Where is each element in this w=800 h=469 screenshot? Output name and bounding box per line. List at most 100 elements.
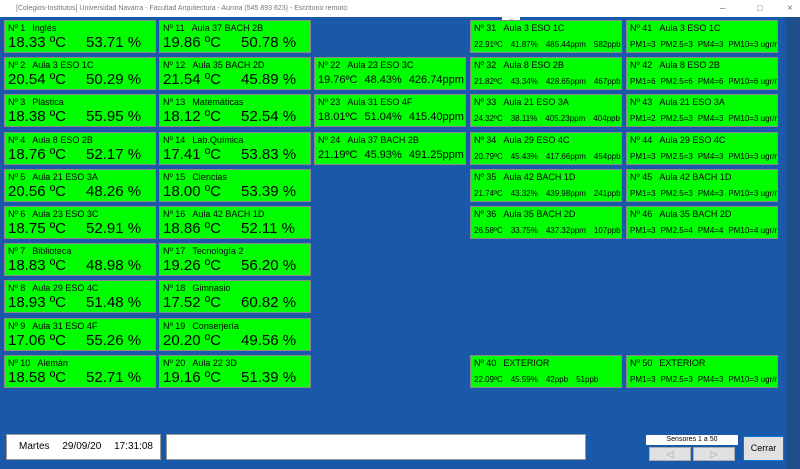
- reading: PM1=2: [630, 114, 656, 124]
- reading: 18.76 ºC: [8, 145, 67, 163]
- sensor-id: Nº 46: [630, 209, 653, 219]
- reading: 17.06 ºC: [8, 331, 67, 349]
- reading: PM4=3: [697, 374, 724, 384]
- readings: 18.33 ºC 53.71 %: [8, 34, 141, 51]
- tile-header: Nº 13 Matemáticas: [163, 97, 250, 107]
- reading: PM4=3: [697, 40, 724, 49]
- sensor-id: Nº 43: [630, 97, 653, 108]
- readings: 18.38 ºC 55.95 %: [8, 108, 141, 125]
- readings: 21.54 ºC 45.89 %: [163, 71, 296, 88]
- sensor-tile: Nº 7 Biblioteca 18.83 ºC 48.98 %: [4, 243, 156, 277]
- time: 17:31:08: [114, 441, 153, 452]
- tile-header: Nº 11 Aula 37 BACH 2B: [163, 23, 270, 33]
- reading: 56.20 %: [241, 257, 297, 275]
- sensor-id: Nº 50: [630, 357, 653, 368]
- reading: 582ppb: [593, 40, 621, 49]
- readings: 22.91ºC 41.87% 485.44ppm 582ppb: [474, 40, 621, 49]
- tile-header: Nº 34 Aula 29 ESO 4C: [474, 135, 576, 145]
- reading: 48.43%: [364, 74, 402, 87]
- readings: 20.54 ºC 50.29 %: [8, 71, 141, 88]
- reading: PM1=3: [630, 226, 656, 235]
- sensor-id: Nº 13: [163, 97, 186, 108]
- reading: 60.82 %: [241, 294, 297, 312]
- sensor-tile: Nº 45 Aula 42 BACH 1D PM1=3 PM2.5=3 PM4=3 PM1…: [626, 168, 778, 202]
- reading: PM10=3 ugr/m3: [728, 114, 777, 124]
- readings: 18.58 ºC 52.71 %: [8, 369, 141, 386]
- reading: 404ppb: [593, 114, 620, 124]
- reading: 55.26 %: [86, 331, 142, 349]
- minimize[interactable]: –: [720, 3, 726, 14]
- reading: 107ppb: [593, 226, 621, 235]
- tile-header: Nº 8 Aula 29 ESO 4C: [8, 283, 105, 293]
- readings: 18.93 ºC 51.48 %: [8, 294, 141, 311]
- sensor-tile: Nº 10 Alemán 18.58 ºC 52.71 %: [4, 354, 156, 388]
- tile-header: Nº 50 EXTERIOR: [630, 358, 712, 368]
- sensor-id: Nº 33: [474, 97, 497, 108]
- readings: PM1=3 PM2.5=3 PM4=3 PM10=3 ugr/m3: [630, 40, 777, 49]
- readings: PM1=3 PM2.5=3 PM4=3 PM10=3 ugr/m3: [630, 189, 777, 198]
- tile-header: Nº 22 Aula 23 ESO 3C: [318, 60, 420, 70]
- sensor-name: Aula 23 ESO 3C: [347, 60, 414, 71]
- sensor-range: Sensores 1 a 50: [646, 435, 738, 445]
- reading: 467ppb: [593, 77, 621, 87]
- sensor-name: Aula 3 ESO 1C: [32, 60, 94, 71]
- reading: PM10=3 ugr/m3: [728, 151, 777, 161]
- sensor-name: Aula 29 ESO 4C: [659, 134, 726, 145]
- reading: 18.58 ºC: [8, 368, 67, 386]
- reading: 42ppb: [545, 374, 569, 384]
- sensor-id: Nº 18: [163, 283, 186, 294]
- reading: 491.25ppm: [408, 148, 464, 161]
- close-button[interactable]: Cerrar: [743, 436, 784, 461]
- reading: PM10=4 ugr/m3: [728, 226, 777, 235]
- readings: PM1=2 PM2.5=3 PM4=3 PM10=3 ugr/m3: [630, 114, 777, 124]
- readings: 20.20 ºC 49.56 %: [163, 332, 296, 349]
- tile-header: Nº 44 Aula 29 ESO 4C: [630, 135, 732, 145]
- next-button[interactable]: ▷: [693, 447, 735, 461]
- sensor-tile: Nº 2 Aula 3 ESO 1C 20.54 ºC 50.29 %: [4, 57, 156, 91]
- sensor-name: Aula 35 BACH 2D: [192, 60, 265, 71]
- reading: 52.17 %: [86, 145, 142, 163]
- prev-button[interactable]: ◁: [649, 447, 691, 461]
- sensor-id: Nº 20: [163, 357, 186, 368]
- maximize[interactable]: □: [757, 3, 763, 13]
- tile-header: Nº 36 Aula 35 BACH 2D: [474, 209, 582, 219]
- sensor-id: Nº 23: [318, 97, 341, 108]
- reading: 51.48 %: [86, 294, 142, 312]
- reading: PM1=3: [630, 151, 656, 161]
- reading: 439.98ppm: [545, 188, 586, 198]
- reading: PM1=3: [630, 374, 656, 384]
- sensor-name: Aula 35 BACH 2D: [659, 209, 732, 219]
- date: 29/09/20: [62, 441, 102, 452]
- readings: 18.00 ºC 53.39 %: [163, 183, 296, 200]
- reading: PM1=3: [630, 40, 656, 49]
- sensor-name: Gimnasio: [192, 283, 231, 294]
- reading: PM4=3: [697, 151, 724, 161]
- tile-header: Nº 6 Aula 23 ESO 3C: [8, 209, 105, 219]
- readings: 17.52 ºC 60.82 %: [163, 294, 296, 311]
- sensor-name: Aula 42 BACH 1D: [192, 209, 265, 219]
- tile-header: Nº 9 Aula 31 ESO 4F: [8, 321, 104, 331]
- reading: 52.11 %: [241, 220, 295, 237]
- reading: 26.58ºC: [474, 226, 503, 235]
- sensor-name: Aula 37 BACH 2B: [191, 23, 264, 33]
- sensor-name: Aula 8 ESO 2B: [659, 60, 720, 71]
- sensor-name: Lab.Química: [192, 134, 244, 145]
- sensor-tile: Nº 9 Aula 31 ESO 4F 17.06 ºC 55.26 %: [4, 317, 156, 351]
- close-window[interactable]: ×: [787, 3, 793, 14]
- sensor-tile: Nº 16 Aula 42 BACH 1D 18.86 ºC 52.11 %: [159, 206, 311, 239]
- reading: 24.32ºC: [474, 114, 503, 124]
- tile-header: Nº 42 Aula 8 ESO 2B: [630, 60, 727, 70]
- reading: 41.87%: [510, 40, 538, 49]
- readings: 20.79ºC 45.43% 417.66ppm 454ppb: [474, 152, 621, 161]
- sensor-id: Nº 14: [163, 134, 186, 145]
- readings: PM1=3 PM2.5=3 PM4=3 PM10=3 ugr/m3: [630, 151, 777, 161]
- reading: 21.19ºC: [318, 148, 358, 161]
- sensor-tile: Nº 12 Aula 35 BACH 2D 21.54 ºC 45.89 %: [159, 57, 311, 91]
- reading: PM4=4: [697, 226, 724, 235]
- reading: PM2.5=3: [660, 151, 693, 161]
- tile-header: Nº 16 Aula 42 BACH 1D: [163, 209, 271, 219]
- tile-header: Nº 46 Aula 35 BACH 2D: [630, 209, 738, 219]
- reading: 20.20 ºC: [163, 331, 222, 349]
- sensor-tile: Nº 32 Aula 8 ESO 2B 21.82ºC 43.34% 428.65ppm…: [470, 57, 622, 91]
- readings: 26.58ºC 33.75% 437.32ppm 107ppb: [474, 226, 621, 235]
